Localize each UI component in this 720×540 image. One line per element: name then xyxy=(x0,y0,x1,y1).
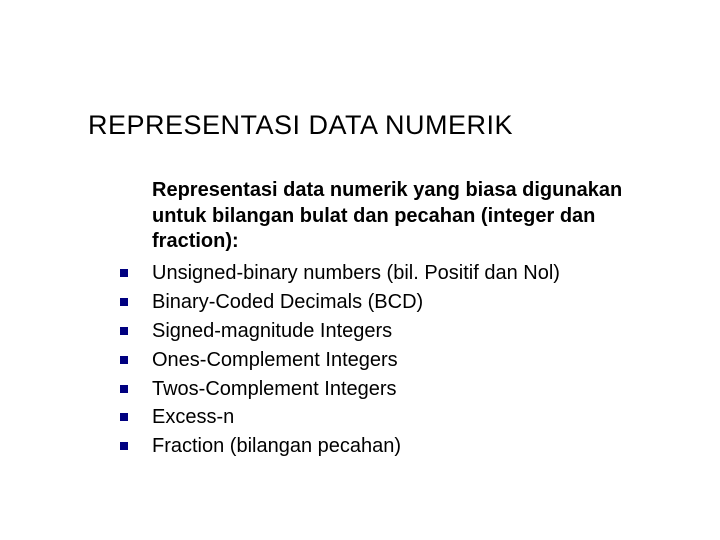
list-item: Binary-Coded Decimals (BCD) xyxy=(120,289,680,315)
list-item-text: Unsigned-binary numbers (bil. Positif da… xyxy=(152,260,560,286)
square-bullet-icon xyxy=(120,385,128,393)
list-item: Ones-Complement Integers xyxy=(120,347,680,373)
list-item-text: Excess-n xyxy=(152,404,234,430)
list-item-text: Ones-Complement Integers xyxy=(152,347,398,373)
list-item: Signed-magnitude Integers xyxy=(120,318,680,344)
list-item: Unsigned-binary numbers (bil. Positif da… xyxy=(120,260,680,286)
square-bullet-icon xyxy=(120,327,128,335)
list-item: Twos-Complement Integers xyxy=(120,376,680,402)
list-item-text: Signed-magnitude Integers xyxy=(152,318,392,344)
slide-container: REPRESENTASI DATA NUMERIK Representasi d… xyxy=(0,0,720,540)
intro-paragraph: Representasi data numerik yang biasa dig… xyxy=(152,178,672,255)
square-bullet-icon xyxy=(120,356,128,364)
list-item: Fraction (bilangan pecahan) xyxy=(120,433,680,459)
slide-title: REPRESENTASI DATA NUMERIK xyxy=(88,110,513,141)
list-item: Excess-n xyxy=(120,404,680,430)
square-bullet-icon xyxy=(120,413,128,421)
list-item-text: Binary-Coded Decimals (BCD) xyxy=(152,289,423,315)
square-bullet-icon xyxy=(120,442,128,450)
square-bullet-icon xyxy=(120,298,128,306)
square-bullet-icon xyxy=(120,269,128,277)
list-item-text: Twos-Complement Integers xyxy=(152,376,397,402)
bullet-list: Unsigned-binary numbers (bil. Positif da… xyxy=(120,260,680,462)
list-item-text: Fraction (bilangan pecahan) xyxy=(152,433,401,459)
